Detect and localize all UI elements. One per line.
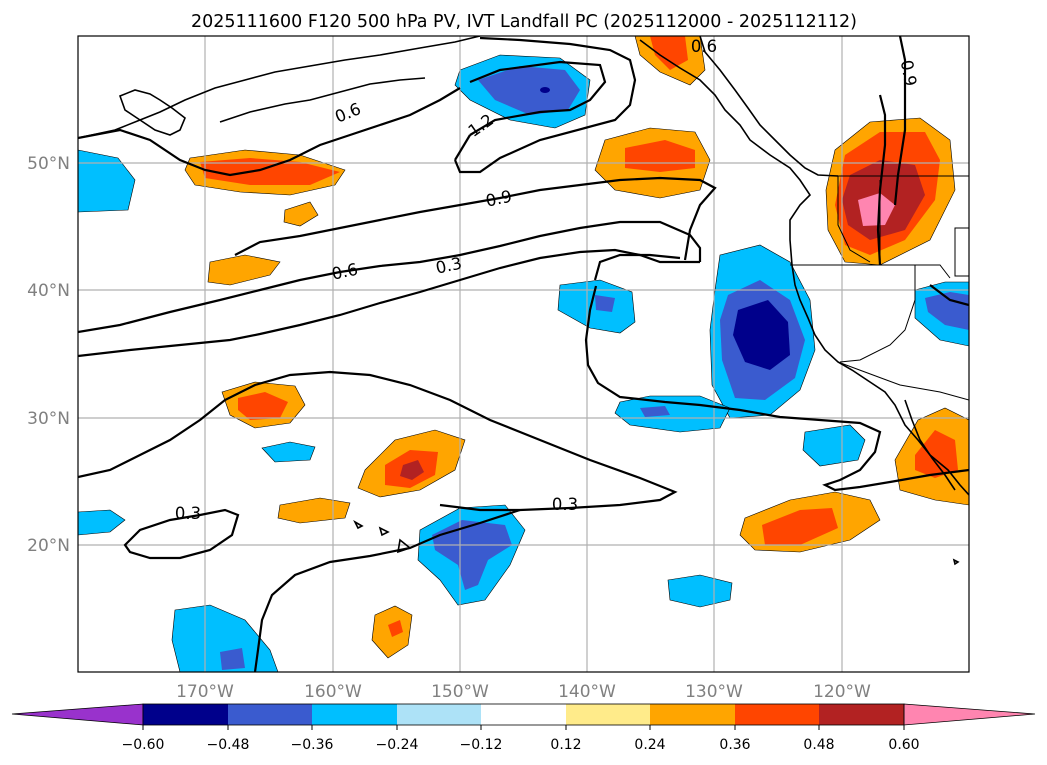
colorbar-bin bbox=[481, 704, 566, 725]
colorbar-tick-label: 0.24 bbox=[634, 737, 665, 753]
colorbar-bin bbox=[397, 704, 481, 725]
lon-tick-label: 130°W bbox=[685, 682, 743, 702]
colorbar: −0.60 −0.48 −0.36 −0.24 −0.12 0.12 0.24 … bbox=[11, 703, 1036, 753]
lat-tick-label: 50°N bbox=[27, 154, 70, 174]
colorbar-tick-label: 0.60 bbox=[888, 737, 919, 753]
colorbar-bin bbox=[819, 704, 904, 725]
lon-tick-label: 150°W bbox=[431, 682, 489, 702]
colorbar-bin bbox=[735, 704, 819, 725]
map-panel: 0.6 1.2 0.9 0.6 0.3 0.3 0.3 0.6 0.9 bbox=[77, 35, 970, 673]
lat-axis: 20°N 30°N 40°N 50°N bbox=[27, 154, 70, 556]
coastlines bbox=[78, 36, 969, 566]
contour-label: 0.3 bbox=[552, 495, 578, 514]
contour-label: 0.9 bbox=[897, 58, 920, 87]
colorbar-tick-label: 0.12 bbox=[550, 737, 581, 753]
colorbar-tick-label: 0.48 bbox=[803, 737, 834, 753]
colorbar-tick-label: −0.24 bbox=[376, 737, 419, 753]
colorbar-bin bbox=[566, 704, 650, 725]
lon-tick-label: 140°W bbox=[558, 682, 616, 702]
pv-contours bbox=[78, 36, 969, 672]
shading-layer bbox=[78, 36, 969, 672]
colorbar-bin bbox=[312, 704, 397, 725]
lon-tick-label: 160°W bbox=[304, 682, 362, 702]
map-frame bbox=[77, 35, 970, 673]
colorbar-tick-label: −0.60 bbox=[122, 737, 165, 753]
colorbar-bin bbox=[228, 704, 312, 725]
lon-tick-label: 170°W bbox=[176, 682, 234, 702]
colorbar-tick-label: −0.12 bbox=[460, 737, 503, 753]
lat-tick-label: 20°N bbox=[27, 536, 70, 556]
colorbar-tick-label: −0.36 bbox=[291, 737, 334, 753]
contour-label: 0.6 bbox=[691, 37, 717, 56]
lon-axis: 170°W 160°W 150°W 140°W 130°W 120°W bbox=[176, 682, 871, 702]
colorbar-bin bbox=[143, 704, 228, 725]
lon-tick-label: 120°W bbox=[813, 682, 871, 702]
colorbar-tick-label: 0.36 bbox=[719, 737, 750, 753]
contour-label: 0.3 bbox=[175, 504, 201, 523]
lat-tick-label: 30°N bbox=[27, 409, 70, 429]
negative-anomaly bbox=[78, 149, 136, 213]
colorbar-tick-label: −0.48 bbox=[207, 737, 250, 753]
lat-tick-label: 40°N bbox=[27, 281, 70, 301]
figure-title: 2025111600 F120 500 hPa PV, IVT Landfall… bbox=[191, 12, 857, 32]
colorbar-bin bbox=[650, 704, 735, 725]
negative-anomaly bbox=[171, 604, 279, 672]
colorbar-extend-max bbox=[903, 703, 1036, 726]
colorbar-extend-min bbox=[11, 703, 144, 726]
